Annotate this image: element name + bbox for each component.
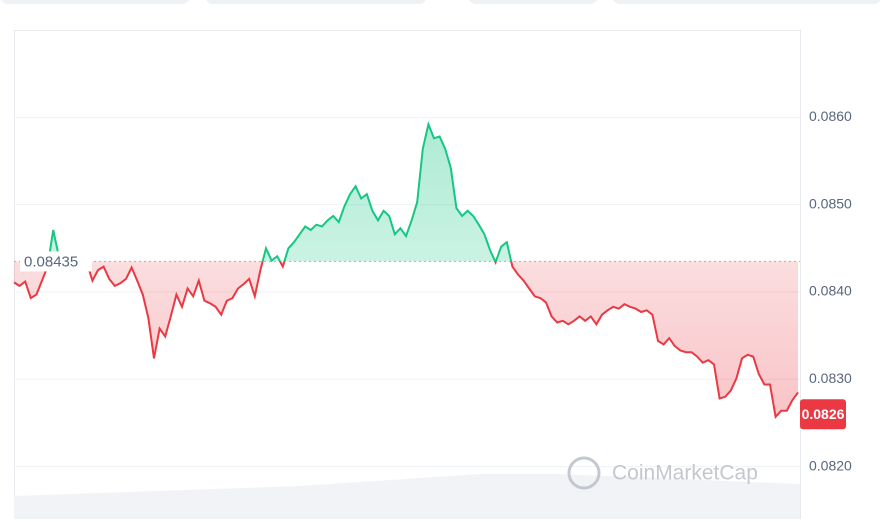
baseline-label-bg — [20, 251, 92, 272]
current-price-label: 0.0826 — [802, 406, 845, 422]
y-tick-label: 0.0820 — [809, 457, 852, 473]
current-price-box — [800, 399, 846, 430]
area-down — [14, 261, 798, 417]
price-line-down — [13, 261, 799, 419]
volume-shade — [14, 474, 800, 519]
y-tick-label: 0.0850 — [809, 195, 852, 211]
tab[interactable] — [612, 0, 882, 4]
y-tick-label: 0.0860 — [809, 108, 852, 124]
y-tick-label: 0.0840 — [809, 283, 852, 299]
price-line-up — [47, 120, 513, 262]
tab[interactable] — [205, 0, 427, 4]
grid: 0.0820 0.0830 0.0840 0.0850 0.0860 — [14, 108, 852, 473]
tab[interactable] — [468, 0, 598, 4]
tab[interactable] — [0, 0, 190, 4]
watermark-logo — [567, 456, 601, 490]
baseline-label: 0.08435 — [24, 253, 78, 270]
y-tick-label: 0.0830 — [809, 370, 852, 386]
plot: 0.08435 0.0826 — [13, 120, 846, 430]
watermark: CoinMarketCap — [612, 462, 758, 485]
